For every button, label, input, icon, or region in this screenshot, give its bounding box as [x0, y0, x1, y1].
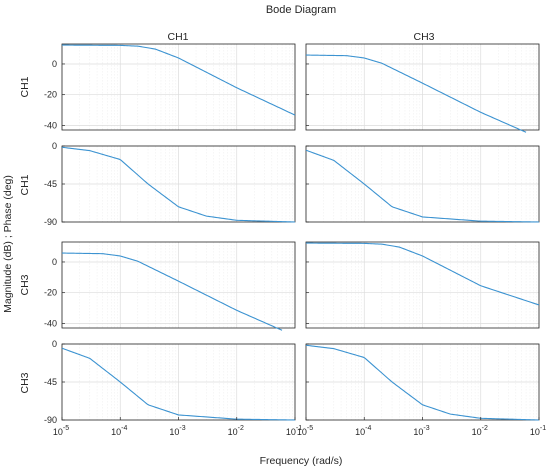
panel-frame [305, 145, 540, 223]
panel-6 [305, 241, 540, 329]
panel-8: 10-5 10-4 10-3 10-2 10-1 [297, 343, 546, 437]
response-line [61, 146, 296, 223]
panel-frame [61, 145, 296, 223]
row-label-2: CH1 [19, 174, 31, 195]
x-tick-base: 10 [111, 427, 121, 437]
x-tick-exponent: -5 [63, 425, 69, 432]
panel-frame [305, 43, 540, 131]
y-tick-label: -20 [44, 288, 57, 298]
y-tick-label: -40 [44, 318, 57, 328]
y-tick-label: -90 [44, 217, 57, 227]
panel-5: 0 -20 -40 [44, 241, 296, 331]
x-tick-label: 10-3 [413, 425, 429, 437]
chart-title: Bode Diagram [266, 4, 336, 16]
panel-3: 0 -45 -90 [44, 141, 296, 227]
x-tick-base: 10 [413, 427, 423, 437]
x-tick-base: 10 [228, 427, 238, 437]
y-tick-label: 0 [52, 59, 57, 69]
y-tick-label: 0 [52, 339, 57, 349]
x-tick-label: 10-1 [286, 425, 302, 437]
row-label-1: CH1 [19, 76, 31, 97]
x-tick-exponent: -3 [423, 425, 429, 432]
x-tick-label: 10-4 [355, 425, 371, 437]
response-line [61, 252, 283, 331]
y-tick-label: -40 [44, 120, 57, 130]
x-tick-exponent: -1 [296, 425, 302, 432]
column-title-ch3: CH3 [413, 31, 434, 43]
panel-frame [61, 241, 296, 329]
x-tick-label: 10-5 [53, 425, 69, 437]
y-tick-label: -45 [44, 179, 57, 189]
x-tick-label: 10-1 [530, 425, 546, 437]
x-tick-label: 10-5 [297, 425, 313, 437]
response-line [305, 344, 540, 421]
x-tick-exponent: -2 [238, 425, 244, 432]
x-tick-label: 10-2 [472, 425, 488, 437]
response-line [305, 242, 540, 306]
x-tick-base: 10 [169, 427, 179, 437]
y-tick-label: 0 [52, 257, 57, 267]
row-label-3: CH3 [19, 274, 31, 295]
x-tick-exponent: -3 [179, 425, 185, 432]
x-tick-exponent: -4 [365, 425, 371, 432]
y-tick-label: -20 [44, 90, 57, 100]
x-tick-label: 10-4 [111, 425, 127, 437]
x-tick-base: 10 [472, 427, 482, 437]
x-tick-exponent: -4 [121, 425, 127, 432]
y-tick-label: -90 [44, 415, 57, 425]
x-tick-base: 10 [53, 427, 63, 437]
panel-4 [305, 145, 540, 223]
x-tick-base: 10 [530, 427, 540, 437]
x-tick-base: 10 [297, 427, 307, 437]
y-tick-label: 0 [52, 141, 57, 151]
row-label-4: CH3 [19, 372, 31, 393]
response-line [62, 44, 296, 116]
x-tick-label: 10-3 [169, 425, 185, 437]
x-tick-exponent: -2 [482, 425, 488, 432]
x-tick-exponent: -1 [540, 425, 546, 432]
x-tick-base: 10 [286, 427, 296, 437]
panel-frame [305, 241, 540, 329]
x-axis-label: Frequency (rad/s) [260, 455, 343, 467]
x-tick-exponent: -5 [307, 425, 313, 432]
x-tick-label: 10-2 [228, 425, 244, 437]
x-tick-base: 10 [355, 427, 365, 437]
panel-1: 0 -20 -40 [44, 43, 296, 131]
y-axis-label: Magnitude (dB) ; Phase (deg) [2, 175, 14, 313]
response-line [305, 149, 540, 223]
panel-frame [61, 43, 296, 131]
panel-2 [305, 43, 540, 133]
response-line [61, 347, 296, 421]
column-title-ch1: CH1 [167, 31, 188, 43]
response-line [305, 54, 527, 133]
y-tick-label: -45 [44, 377, 57, 387]
